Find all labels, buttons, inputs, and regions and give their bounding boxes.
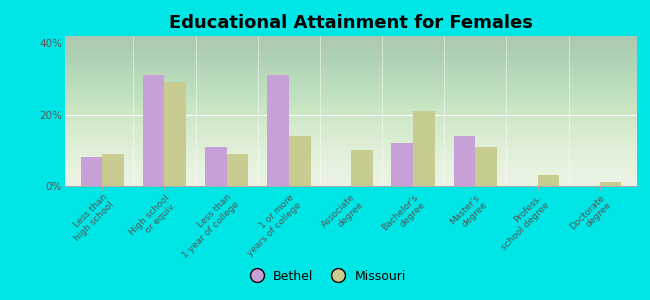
Bar xyxy=(267,75,289,186)
Bar xyxy=(227,154,248,186)
Bar xyxy=(351,150,372,186)
Bar xyxy=(164,82,187,186)
Legend: Bethel, Missouri: Bethel, Missouri xyxy=(239,265,411,288)
Bar xyxy=(413,111,435,186)
Bar xyxy=(538,175,559,186)
Bar xyxy=(81,158,102,186)
Bar xyxy=(475,147,497,186)
Bar xyxy=(454,136,475,186)
Bar xyxy=(205,147,227,186)
Bar xyxy=(102,154,124,186)
Bar xyxy=(143,75,164,186)
Bar xyxy=(600,182,621,186)
Bar xyxy=(289,136,311,186)
Title: Educational Attainment for Females: Educational Attainment for Females xyxy=(169,14,533,32)
Bar xyxy=(391,143,413,186)
